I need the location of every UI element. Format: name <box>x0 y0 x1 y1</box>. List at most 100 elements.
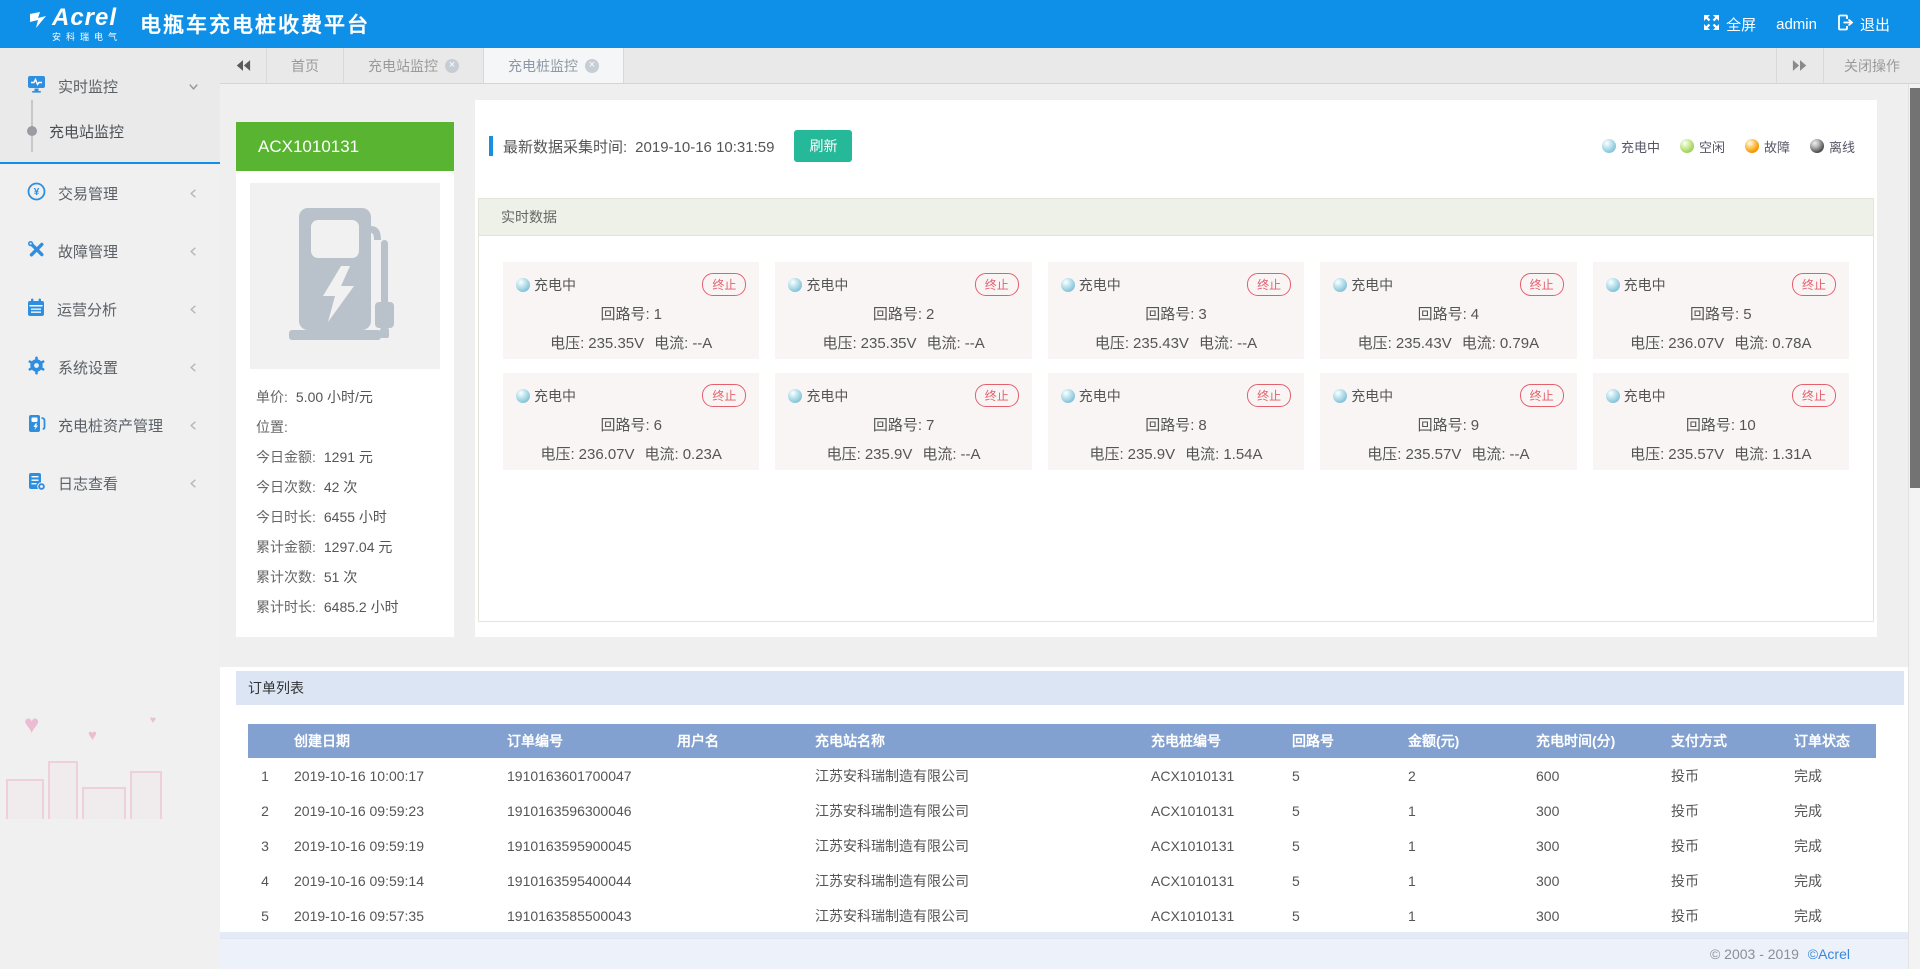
sidebar-item-logs[interactable]: 日志查看 <box>0 454 220 512</box>
table-header-row: 创建日期 订单编号 用户名 充电站名称 充电桩编号 回路号 金额(元) 充电时间… <box>248 724 1876 758</box>
cell-order-no: 1910163596300046 <box>507 802 632 819</box>
voltage-value: 235.43V <box>1395 335 1452 352</box>
close-operations-menu[interactable]: 关闭操作 <box>1823 48 1920 83</box>
idle-status-icon <box>1679 139 1694 153</box>
acrel-logo-icon <box>28 10 48 35</box>
circuit-card: 充电中 终止 回路号: 7 电压: 235.9V 电流: --A <box>775 373 1032 470</box>
sidebar-item-settings[interactable]: 系统设置 <box>0 338 220 396</box>
cell-charge-minutes: 300 <box>1536 837 1560 854</box>
cell-order-status: 完成 <box>1794 767 1822 784</box>
cell-order-status: 完成 <box>1794 802 1822 819</box>
tab-station-monitor[interactable]: 充电站监控 × <box>344 48 484 83</box>
circuit-card: 充电中 终止 回路号: 10 电压: 235.57V 电流: 1.31A <box>1592 373 1849 470</box>
cell-pay-method: 投币 <box>1671 872 1699 889</box>
status-label: 充电中 <box>534 387 576 404</box>
circuit-card: 充电中 终止 回路号: 6 电压: 236.07V 电流: 0.23A <box>503 373 760 470</box>
fullscreen-icon <box>1703 14 1720 35</box>
scrollbar-thumb[interactable] <box>1910 88 1920 488</box>
status-label: 充电中 <box>534 276 576 293</box>
charging-status-icon <box>1333 388 1348 403</box>
terminate-button[interactable]: 终止 <box>1519 273 1564 296</box>
sidebar-item-pile-assets[interactable]: 充电桩资产管理 <box>0 396 220 454</box>
cell-circuit-no: 5 <box>1292 872 1300 889</box>
voltage-value: 235.9V <box>864 446 913 463</box>
table-row: 3 2019-10-16 09:59:19 1910163595900045 江… <box>248 828 1876 863</box>
tab-pile-monitor[interactable]: 充电桩监控 × <box>484 48 624 83</box>
terminate-button[interactable]: 终止 <box>1519 384 1564 407</box>
table-row: 1 2019-10-16 10:00:17 1910163601700047 江… <box>248 758 1876 793</box>
cell-created-date: 2019-10-16 09:59:14 <box>294 872 424 889</box>
fullscreen-button[interactable]: 全屏 <box>1703 14 1756 35</box>
cell-charge-minutes: 300 <box>1536 872 1560 889</box>
cell-created-date: 2019-10-16 09:59:19 <box>294 837 424 854</box>
circuit-number: 4 <box>1470 306 1480 323</box>
table-row: 4 2019-10-16 09:59:14 1910163595400044 江… <box>248 863 1876 898</box>
app-header: Acrel 安科瑞电气 电瓶车充电桩收费平台 全屏 admin <box>0 0 1920 48</box>
cell-order-no: 1910163595900045 <box>507 837 632 854</box>
vertical-scrollbar[interactable] <box>1908 84 1920 969</box>
sidebar-item-analysis[interactable]: 运营分析 <box>0 280 220 338</box>
sidebar-item-transactions[interactable]: ¥ 交易管理 <box>0 164 220 222</box>
cell-pay-method: 投币 <box>1671 837 1699 854</box>
cell-amount: 1 <box>1408 802 1416 819</box>
cell-circuit-no: 5 <box>1292 907 1300 924</box>
acrel-link[interactable]: ©Acrel <box>1807 946 1850 962</box>
legend-charging: 充电中 <box>1601 137 1660 156</box>
username[interactable]: admin <box>1776 15 1817 33</box>
log-icon <box>27 472 46 495</box>
chevron-down-icon <box>187 80 200 93</box>
cell-username <box>665 898 803 933</box>
cell-station-name: 江苏安科瑞制造有限公司 <box>815 802 969 819</box>
row-index: 4 <box>261 872 269 889</box>
status-label: 充电中 <box>1623 387 1666 404</box>
current-value: --A <box>692 335 713 352</box>
cell-created-date: 2019-10-16 10:00:17 <box>294 767 424 784</box>
terminate-button[interactable]: 终止 <box>1791 273 1836 296</box>
circuit-card: 充电中 终止 回路号: 8 电压: 235.9V 电流: 1.54A <box>1047 373 1305 470</box>
sidebar-item-realtime-monitor[interactable]: 实时监控 <box>0 64 220 108</box>
tab-home[interactable]: 首页 <box>267 48 344 83</box>
terminate-button[interactable]: 终止 <box>702 384 747 407</box>
circuit-number: 8 <box>1198 417 1207 434</box>
col-order-no: 订单编号 <box>495 724 665 758</box>
cell-pile-no: ACX1010131 <box>1151 802 1235 819</box>
circuit-number: 3 <box>1198 306 1207 323</box>
cell-pay-method: 投币 <box>1671 907 1699 924</box>
terminate-button[interactable]: 终止 <box>1247 384 1292 407</box>
status-legend: 充电中 空闲 故障 离线 <box>1601 137 1855 156</box>
cell-order-status: 完成 <box>1794 872 1822 889</box>
collect-time: 最新数据采集时间: 2019-10-16 10:31:59 <box>503 138 775 156</box>
cell-amount: 1 <box>1408 907 1416 924</box>
sidebar-item-faults[interactable]: 故障管理 <box>0 222 220 280</box>
terminate-button[interactable]: 终止 <box>974 384 1019 407</box>
close-tab-icon[interactable]: × <box>445 58 459 73</box>
close-tab-icon[interactable]: × <box>585 58 599 73</box>
col-order-status: 订单状态 <box>1782 724 1876 758</box>
terminate-button[interactable]: 终止 <box>702 273 747 296</box>
cell-charge-minutes: 300 <box>1536 907 1560 924</box>
sidebar-item-station-monitor[interactable]: 充电站监控 <box>0 100 220 154</box>
terminate-button[interactable]: 终止 <box>1791 384 1836 407</box>
terminate-button[interactable]: 终止 <box>974 273 1019 296</box>
tabs-scroll-left-button[interactable] <box>220 48 267 83</box>
voltage-value: 235.35V <box>588 335 645 352</box>
asset-icon <box>27 414 46 437</box>
order-table: 创建日期 订单编号 用户名 充电站名称 充电桩编号 回路号 金额(元) 充电时间… <box>248 724 1876 933</box>
copyright-text: © 2003 - 2019 <box>1709 946 1799 962</box>
cell-charge-minutes: 600 <box>1536 767 1560 784</box>
voltage-value: 236.07V <box>1668 335 1725 352</box>
cell-station-name: 江苏安科瑞制造有限公司 <box>815 907 969 924</box>
charging-pile-icon <box>281 204 409 349</box>
analysis-icon <box>27 298 45 321</box>
table-row: 5 2019-10-16 09:57:35 1910163585500043 江… <box>248 898 1876 933</box>
charging-status-icon <box>788 277 803 292</box>
terminate-button[interactable]: 终止 <box>1247 273 1292 296</box>
logout-label: 退出 <box>1859 16 1890 34</box>
refresh-button[interactable]: 刷新 <box>794 130 853 162</box>
device-stat-row: 累计时长: 6485.2 小时 <box>256 599 399 615</box>
logout-button[interactable]: 退出 <box>1837 14 1890 35</box>
tabs-scroll-right-button[interactable] <box>1776 48 1823 83</box>
logo-subtext: 安科瑞电气 <box>52 32 123 42</box>
cell-circuit-no: 5 <box>1292 767 1300 784</box>
